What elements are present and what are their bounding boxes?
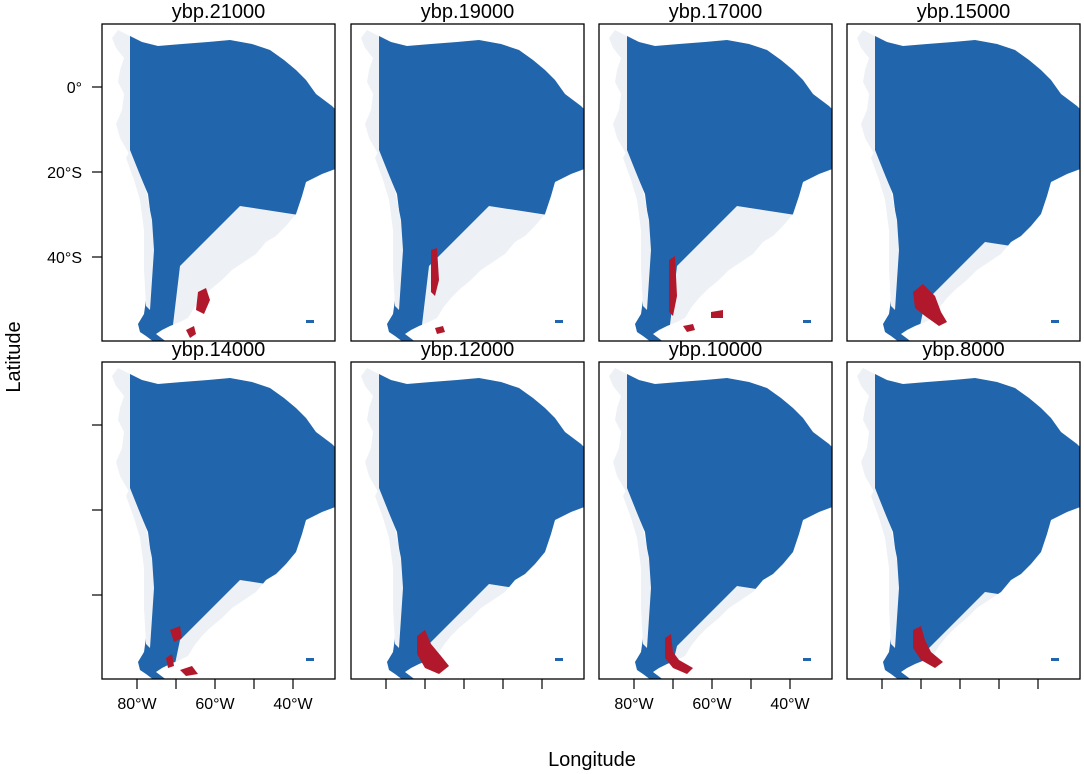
panel-title: ybp.17000 <box>669 1 762 23</box>
present-patch <box>431 248 439 296</box>
map-area <box>112 30 335 341</box>
map-panel: ybp.12000 <box>350 339 585 680</box>
present-patch <box>669 256 677 316</box>
island-mark <box>1051 658 1059 661</box>
y-tick-label: 40°S <box>47 250 82 267</box>
panel-frame <box>598 361 833 680</box>
island-mark <box>306 320 314 323</box>
map-panel: ybp.17000 <box>598 1 833 342</box>
island-mark <box>555 320 563 323</box>
x-tick-label: 40°W <box>273 696 313 713</box>
panel-grid: ybp.21000 ybp.19000 ybp.17000 ybp.15000 ybp.… <box>47 1 1081 713</box>
panel-frame <box>846 23 1081 342</box>
island-mark <box>803 320 811 323</box>
map-area <box>857 368 1080 679</box>
map-panel: ybp.21000 <box>101 1 336 342</box>
panel-frame <box>598 23 833 342</box>
panel-frame <box>350 361 585 680</box>
x-tick-label: 60°W <box>195 696 235 713</box>
present-patch <box>665 634 693 674</box>
present-patch <box>170 626 182 642</box>
present-patch <box>711 310 723 318</box>
panel-frame <box>101 23 336 342</box>
andes-strip <box>623 488 651 648</box>
x-tick-label: 40°W <box>770 696 810 713</box>
present-patch <box>166 654 174 668</box>
island-mark <box>803 658 811 661</box>
map-area <box>361 30 584 341</box>
map-panel: ybp.10000 <box>598 339 833 680</box>
map-area <box>609 368 832 679</box>
island-mark <box>555 658 563 661</box>
y-tick-label: 20°S <box>47 165 82 182</box>
x-tick-label: 60°W <box>692 696 732 713</box>
panel-title: ybp.15000 <box>917 1 1010 23</box>
island-mark <box>306 658 314 661</box>
panel-title: ybp.21000 <box>172 1 265 23</box>
present-patch <box>913 626 943 668</box>
panel-frame <box>101 361 336 680</box>
x-tick-label: 80°W <box>614 696 654 713</box>
present-patch <box>180 666 198 676</box>
map-area <box>112 368 335 679</box>
panel-frame <box>350 23 585 342</box>
andes-strip <box>871 150 899 310</box>
present-patch <box>683 324 695 332</box>
map-panel: ybp.15000 <box>846 1 1081 342</box>
andes-strip <box>375 488 403 648</box>
map-area <box>857 30 1080 341</box>
panel-frame <box>846 361 1081 680</box>
panel-title: ybp.14000 <box>172 339 265 361</box>
y-tick-label: 0° <box>67 80 82 97</box>
x-tick-label: 80°W <box>117 696 157 713</box>
andes-strip <box>375 150 403 310</box>
panel-title: ybp.8000 <box>922 339 1004 361</box>
andes-strip <box>623 150 651 310</box>
present-patch <box>196 288 210 314</box>
map-panel: ybp.19000 <box>350 1 585 342</box>
present-patch <box>435 326 445 334</box>
andes-strip <box>126 150 154 310</box>
y-axis-label: Latitude <box>3 321 25 392</box>
map-area <box>361 368 584 679</box>
panel-title: ybp.19000 <box>421 1 514 23</box>
present-patch <box>186 326 196 338</box>
present-patch <box>417 630 449 674</box>
panel-title: ybp.10000 <box>669 339 762 361</box>
map-area <box>609 30 832 341</box>
andes-strip <box>871 488 899 648</box>
andes-strip <box>126 488 154 648</box>
map-panel: ybp.8000 <box>846 339 1081 680</box>
present-patch <box>913 284 947 326</box>
x-axis-label: Longitude <box>548 749 636 771</box>
map-panel: ybp.14000 <box>101 339 336 680</box>
island-mark <box>1051 320 1059 323</box>
panel-title: ybp.12000 <box>421 339 514 361</box>
